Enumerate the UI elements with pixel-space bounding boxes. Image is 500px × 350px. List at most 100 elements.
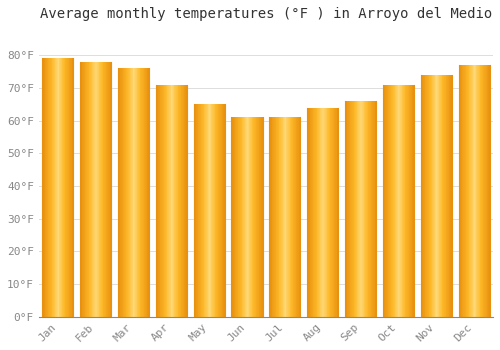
Bar	[330, 107, 331, 317]
Bar	[322, 107, 324, 317]
Bar	[479, 65, 480, 317]
Bar	[275, 117, 276, 317]
Bar	[204, 104, 206, 317]
Bar	[359, 101, 360, 317]
Bar	[276, 117, 277, 317]
Bar	[134, 68, 135, 317]
Bar	[350, 101, 352, 317]
Bar	[273, 117, 274, 317]
Bar	[47, 58, 48, 317]
Bar	[222, 104, 223, 317]
Bar	[84, 62, 86, 317]
Bar	[160, 85, 161, 317]
Bar	[310, 107, 311, 317]
Bar	[326, 107, 328, 317]
Bar	[52, 58, 53, 317]
Bar	[186, 85, 187, 317]
Bar	[468, 65, 469, 317]
Bar	[140, 68, 141, 317]
Bar	[246, 117, 247, 317]
Bar	[385, 85, 386, 317]
Bar	[261, 117, 262, 317]
Bar	[131, 68, 132, 317]
Bar	[124, 68, 125, 317]
Bar	[128, 68, 129, 317]
Bar	[281, 117, 282, 317]
Bar	[286, 117, 287, 317]
Bar	[180, 85, 182, 317]
Bar	[421, 75, 422, 317]
Bar	[413, 85, 414, 317]
Bar	[333, 107, 334, 317]
Bar	[88, 62, 90, 317]
Bar	[389, 85, 390, 317]
Bar	[387, 85, 388, 317]
Bar	[208, 104, 209, 317]
Bar	[476, 65, 477, 317]
Bar	[478, 65, 479, 317]
Bar	[318, 107, 319, 317]
Bar	[460, 65, 461, 317]
Bar	[210, 104, 212, 317]
Bar	[166, 85, 168, 317]
Bar	[91, 62, 92, 317]
Bar	[433, 75, 434, 317]
Bar	[428, 75, 430, 317]
Bar	[94, 62, 95, 317]
Bar	[399, 85, 400, 317]
Bar	[431, 75, 432, 317]
Bar	[315, 107, 316, 317]
Bar	[353, 101, 354, 317]
Bar	[410, 85, 411, 317]
Bar	[484, 65, 485, 317]
Bar	[58, 58, 59, 317]
Bar	[234, 117, 236, 317]
Bar	[430, 75, 431, 317]
Bar	[319, 107, 320, 317]
Bar	[436, 75, 437, 317]
Bar	[109, 62, 110, 317]
Bar	[426, 75, 427, 317]
Bar	[366, 101, 367, 317]
Bar	[488, 65, 489, 317]
Bar	[298, 117, 299, 317]
Bar	[335, 107, 336, 317]
Bar	[72, 58, 74, 317]
Bar	[49, 58, 50, 317]
Bar	[346, 101, 348, 317]
Bar	[196, 104, 198, 317]
Bar	[172, 85, 173, 317]
Bar	[247, 117, 248, 317]
Bar	[332, 107, 333, 317]
Bar	[296, 117, 298, 317]
Bar	[120, 68, 121, 317]
Bar	[66, 58, 67, 317]
Bar	[370, 101, 372, 317]
Bar	[105, 62, 106, 317]
Bar	[63, 58, 64, 317]
Bar	[274, 117, 275, 317]
Bar	[96, 62, 97, 317]
Bar	[348, 101, 349, 317]
Bar	[434, 75, 436, 317]
Bar	[95, 62, 96, 317]
Bar	[450, 75, 451, 317]
Bar	[282, 117, 284, 317]
Bar	[239, 117, 240, 317]
Bar	[383, 85, 384, 317]
Bar	[207, 104, 208, 317]
Bar	[334, 107, 335, 317]
Bar	[285, 117, 286, 317]
Bar	[144, 68, 145, 317]
Bar	[368, 101, 369, 317]
Bar	[328, 107, 329, 317]
Bar	[136, 68, 138, 317]
Bar	[130, 68, 131, 317]
Bar	[127, 68, 128, 317]
Bar	[396, 85, 397, 317]
Bar	[362, 101, 363, 317]
Bar	[441, 75, 442, 317]
Bar	[294, 117, 295, 317]
Bar	[217, 104, 218, 317]
Bar	[277, 117, 278, 317]
